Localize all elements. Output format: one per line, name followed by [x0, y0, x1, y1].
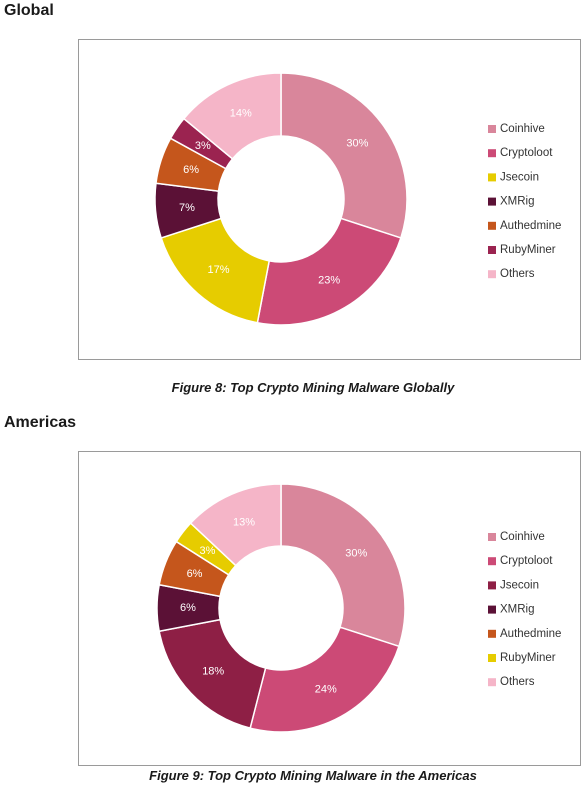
slice-label-xmrig: 7% [179, 202, 195, 214]
donut-slice-others [189, 483, 282, 567]
legend-swatch-coinhive [488, 533, 496, 541]
slice-label-rubyminer: 3% [200, 545, 216, 557]
donut-chart-americas: 30% 24% 18% 6% 6% 3% 13% Coinhive Cryptoloot Jsec… [156, 483, 561, 733]
chart-frame-americas: 30% 24% 18% 6% 6% 3% 13% Coinhive Cryptoloot Jsec… [78, 451, 581, 766]
slice-label-coinhive: 30% [346, 137, 368, 149]
slice-label-xmrig: 6% [180, 602, 196, 614]
donut-slice-coinhive [280, 72, 408, 239]
legend-swatch-jsecoin [488, 173, 496, 182]
legend-swatch-rubyminer [488, 654, 496, 662]
legend-label-authedmine: Authedmine [500, 628, 561, 640]
legend-swatch-rubyminer [488, 246, 496, 254]
legend-swatch-authedmine [488, 629, 496, 638]
chart-frame-global: 30% 23% 17% 7% 6% 3% 14% Coinhive Cryptoloot Jsec… [78, 39, 581, 360]
legend-label-jsecoin: Jsecoin [500, 171, 539, 183]
legend-label-authedmine: Authedmine [500, 220, 561, 232]
legend-swatch-xmrig [488, 605, 496, 614]
legend-label-others: Others [500, 676, 535, 688]
legend-swatch-jsecoin [488, 581, 496, 590]
legend-label-rubyminer: RubyMiner [500, 244, 556, 256]
legend-label-xmrig: XMRig [500, 604, 535, 616]
section-title-global: Global [4, 2, 54, 19]
legend-swatch-others [488, 678, 496, 687]
slice-label-jsecoin: 17% [207, 264, 229, 276]
section-title-americas: Americas [4, 414, 77, 431]
slice-label-authedmine: 6% [187, 568, 203, 580]
donut-slice-cryptoloot [249, 626, 400, 733]
legend-label-coinhive: Coinhive [500, 123, 545, 135]
figure-caption-americas: Figure 9: Top Crypto Mining Malware in t… [149, 768, 477, 783]
slice-label-others: 13% [233, 517, 255, 529]
donut-slice-others [182, 72, 282, 160]
slice-label-others: 14% [230, 107, 252, 119]
legend-swatch-cryptoloot [488, 557, 496, 566]
legend-label-rubyminer: RubyMiner [500, 652, 556, 664]
legend-swatch-xmrig [488, 197, 496, 206]
slice-label-cryptoloot: 23% [318, 274, 340, 286]
legend-swatch-coinhive [488, 125, 496, 133]
figure-caption-global: Figure 8: Top Crypto Mining Malware Glob… [171, 380, 455, 395]
donut-slice-cryptoloot [256, 217, 402, 326]
slice-label-cryptoloot: 24% [315, 683, 337, 695]
legend-swatch-cryptoloot [488, 149, 496, 158]
slice-label-authedmine: 6% [183, 164, 199, 176]
legend-label-jsecoin: Jsecoin [500, 579, 539, 591]
slice-label-jsecoin: 18% [202, 666, 224, 678]
legend-label-others: Others [500, 268, 535, 280]
legend-swatch-authedmine [488, 221, 496, 230]
slice-label-rubyminer: 3% [195, 140, 211, 152]
donut-chart-global: 30% 23% 17% 7% 6% 3% 14% Coinhive Cryptoloot Jsec… [154, 72, 561, 326]
slice-label-coinhive: 30% [345, 547, 367, 559]
legend-label-coinhive: Coinhive [500, 531, 545, 543]
donut-slice-jsecoin [158, 618, 267, 730]
donut-slice-coinhive [280, 483, 406, 648]
legend-label-cryptoloot: Cryptoloot [500, 147, 553, 159]
legend-swatch-others [488, 270, 496, 279]
legend-label-cryptoloot: Cryptoloot [500, 555, 553, 567]
legend-label-xmrig: XMRig [500, 196, 535, 208]
